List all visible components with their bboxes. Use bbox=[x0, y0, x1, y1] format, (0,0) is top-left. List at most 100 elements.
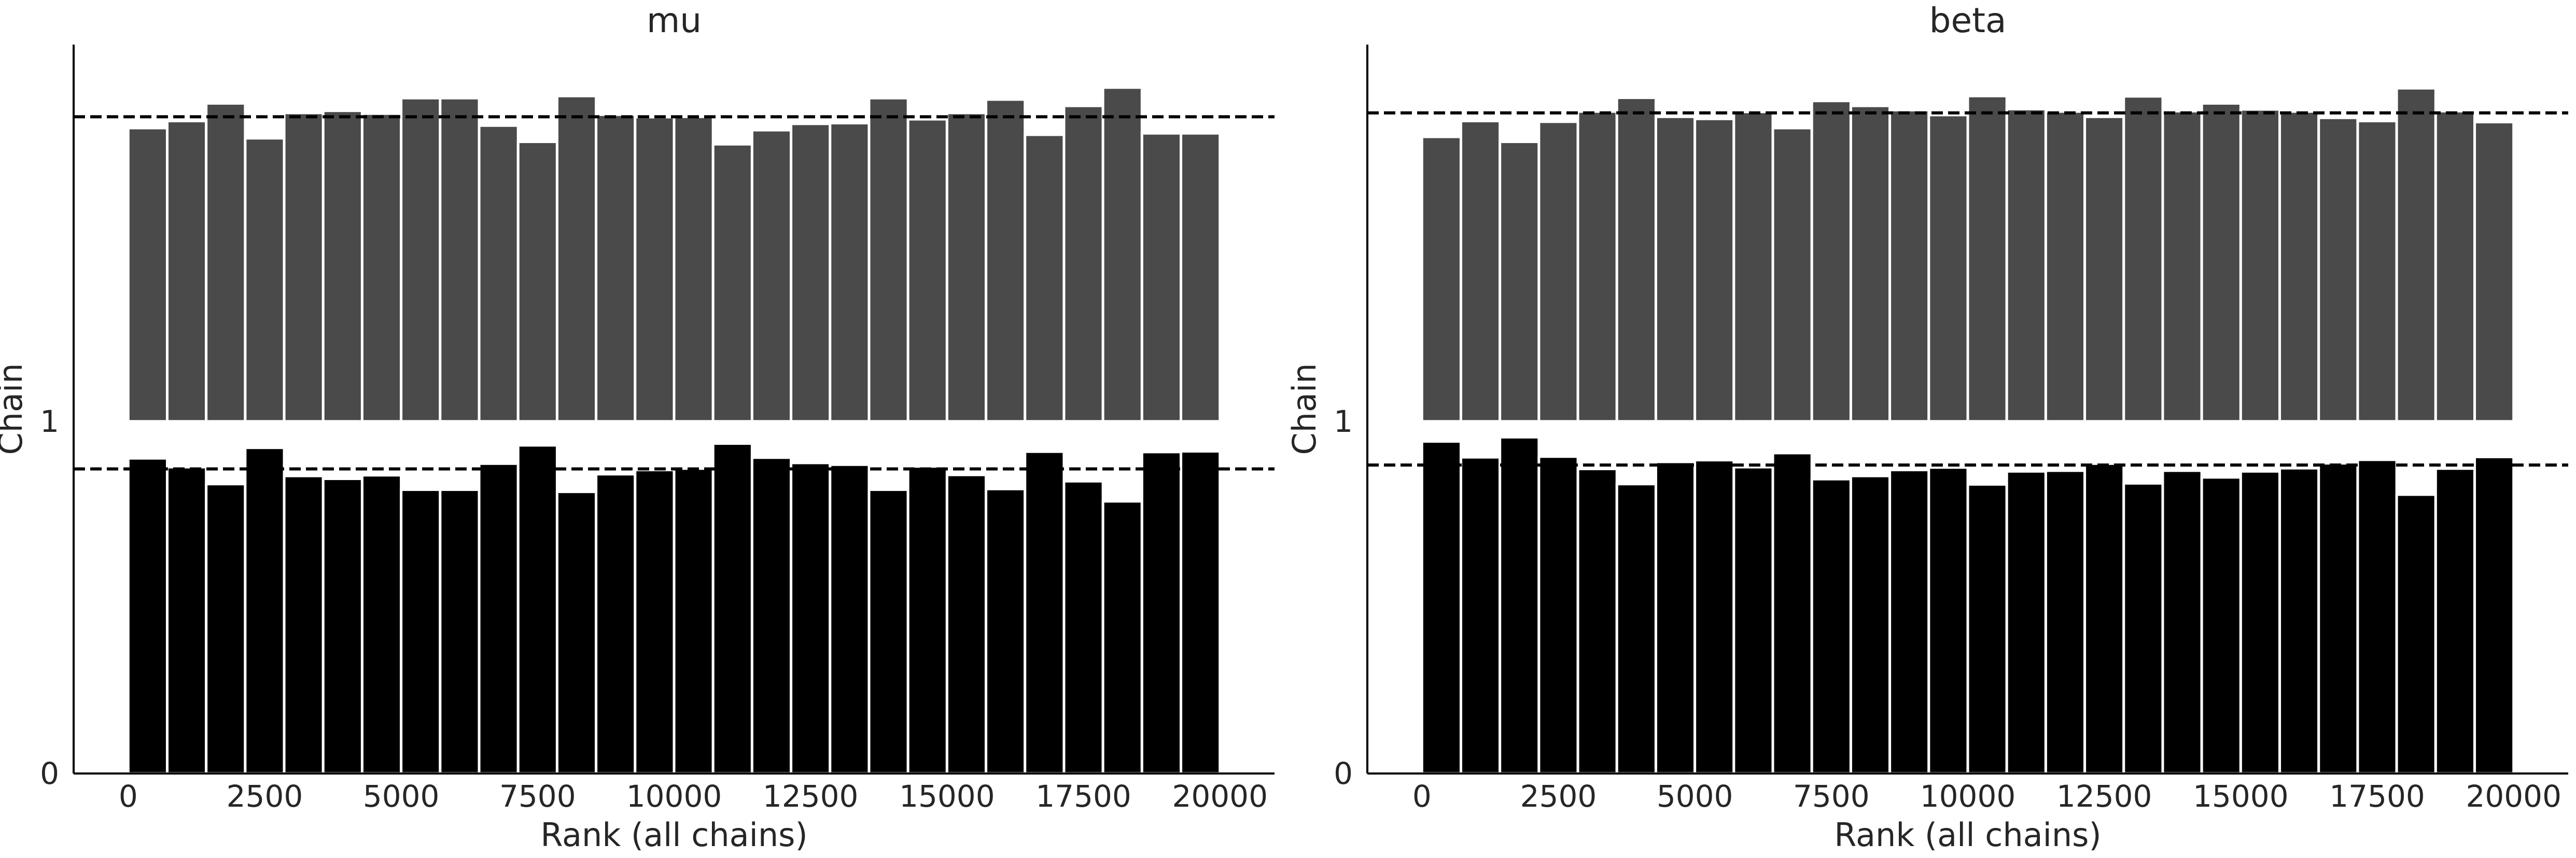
x-tick-label: 0 bbox=[1412, 779, 1432, 814]
bar bbox=[1140, 451, 1183, 775]
y-tick-label: 1 bbox=[1334, 404, 1353, 439]
bar bbox=[400, 96, 442, 423]
bar bbox=[1420, 135, 1462, 423]
bar bbox=[2356, 458, 2398, 775]
bar bbox=[2161, 109, 2203, 423]
x-tick-label: 15000 bbox=[2193, 779, 2289, 814]
bar bbox=[1966, 94, 2008, 423]
chart-title-beta: beta bbox=[1929, 1, 2007, 40]
bar bbox=[906, 118, 948, 423]
bar bbox=[1180, 450, 1222, 775]
bar bbox=[516, 444, 558, 775]
x-tick-label: 5000 bbox=[363, 779, 440, 814]
chart-title-mu: mu bbox=[647, 1, 702, 40]
bar bbox=[1927, 114, 1969, 423]
bar bbox=[360, 474, 403, 775]
bar bbox=[2122, 482, 2164, 775]
bar bbox=[2395, 493, 2437, 775]
bar bbox=[2317, 116, 2359, 423]
bar bbox=[985, 98, 1027, 423]
y-axis-label: Chain bbox=[0, 363, 30, 455]
bar bbox=[634, 469, 676, 775]
x-tick-label: 20000 bbox=[1172, 779, 1268, 814]
bar bbox=[1140, 132, 1183, 423]
bar bbox=[2200, 102, 2242, 423]
bar bbox=[1576, 110, 1618, 423]
bar bbox=[2239, 470, 2281, 775]
bar bbox=[1499, 140, 1541, 423]
x-tick-label: 5000 bbox=[1657, 779, 1733, 814]
panel-beta: 0 2500 5000 7500 10000 12500 15000 17500 20000 0 1… bbox=[1285, 1, 2568, 854]
bar bbox=[321, 477, 363, 775]
bar bbox=[244, 446, 286, 775]
bar bbox=[1024, 450, 1066, 775]
bar bbox=[165, 119, 208, 423]
bar bbox=[1732, 110, 1774, 423]
bar bbox=[321, 109, 363, 423]
bar bbox=[244, 137, 286, 423]
bar bbox=[595, 473, 637, 775]
bar bbox=[1459, 456, 1502, 775]
chain-0-bars bbox=[127, 442, 1222, 775]
bar bbox=[829, 463, 871, 775]
bar bbox=[2122, 95, 2164, 423]
bar bbox=[2161, 469, 2203, 775]
x-tick-label: 15000 bbox=[899, 779, 995, 814]
x-tick-label: 12500 bbox=[2056, 779, 2152, 814]
bar bbox=[205, 483, 247, 775]
bar bbox=[1654, 115, 1697, 423]
bar bbox=[478, 462, 520, 775]
bar bbox=[711, 143, 753, 423]
bar bbox=[127, 126, 169, 423]
bar bbox=[555, 490, 598, 775]
y-axis-label: Chain bbox=[1285, 363, 1323, 455]
bar bbox=[2395, 87, 2437, 423]
bar bbox=[1537, 120, 1579, 423]
x-axis-label: Rank (all chains) bbox=[1834, 816, 2101, 854]
bar bbox=[1693, 117, 1735, 423]
bar bbox=[555, 94, 598, 423]
bar bbox=[750, 129, 793, 423]
bar bbox=[165, 466, 208, 775]
x-tick-label: 10000 bbox=[626, 779, 722, 814]
bar bbox=[634, 116, 676, 423]
bar bbox=[790, 122, 832, 423]
panel-mu: 0 2500 5000 7500 10000 12500 15000 17500 20000 0 1… bbox=[0, 1, 1275, 854]
bar bbox=[2005, 470, 2047, 775]
bar bbox=[1810, 477, 1852, 775]
bar bbox=[439, 488, 481, 775]
bar bbox=[2356, 119, 2398, 423]
x-tick-label: 2500 bbox=[227, 779, 303, 814]
bar bbox=[945, 473, 988, 775]
bar bbox=[867, 488, 909, 775]
bar bbox=[1771, 452, 1813, 775]
bar bbox=[1888, 469, 1930, 775]
bar bbox=[360, 112, 403, 423]
bar bbox=[945, 111, 988, 423]
chain-1-bars bbox=[127, 86, 1222, 423]
bar bbox=[1101, 86, 1143, 423]
bar bbox=[1062, 104, 1104, 423]
bar bbox=[1499, 435, 1541, 775]
x-tick-label: 2500 bbox=[1520, 779, 1597, 814]
bar bbox=[1101, 500, 1143, 775]
x-axis-label: Rank (all chains) bbox=[540, 816, 807, 854]
bar bbox=[1732, 466, 1774, 775]
bar bbox=[1771, 126, 1813, 423]
bar bbox=[2473, 120, 2515, 423]
bar bbox=[2434, 109, 2476, 423]
x-tick-label: 7500 bbox=[499, 779, 576, 814]
bar bbox=[2005, 107, 2047, 423]
bar bbox=[2278, 467, 2320, 775]
bar bbox=[673, 115, 715, 423]
bar bbox=[516, 140, 558, 423]
bar bbox=[2044, 110, 2087, 423]
bar bbox=[1459, 119, 1502, 423]
bar bbox=[283, 111, 325, 423]
bar bbox=[1180, 132, 1222, 423]
bar bbox=[478, 124, 520, 423]
y-tick-label: 0 bbox=[40, 756, 59, 791]
bar bbox=[829, 121, 871, 423]
bar bbox=[2434, 467, 2476, 775]
bar bbox=[906, 465, 948, 775]
